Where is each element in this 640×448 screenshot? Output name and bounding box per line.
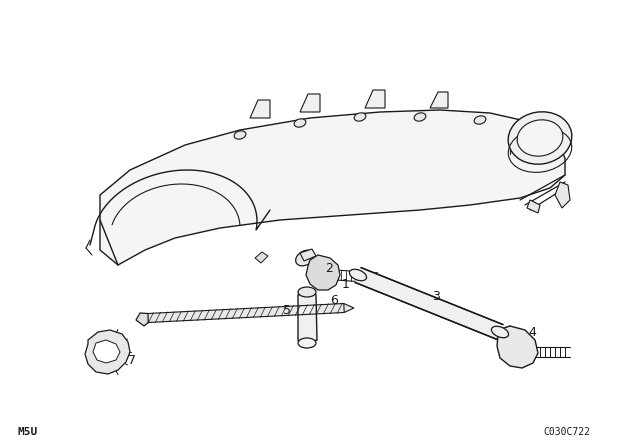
Ellipse shape bbox=[517, 120, 563, 156]
Text: 4: 4 bbox=[528, 327, 536, 340]
Ellipse shape bbox=[234, 131, 246, 139]
Polygon shape bbox=[355, 267, 503, 340]
Ellipse shape bbox=[492, 326, 509, 338]
Ellipse shape bbox=[294, 119, 306, 127]
Ellipse shape bbox=[298, 287, 316, 297]
Polygon shape bbox=[100, 110, 565, 265]
Polygon shape bbox=[148, 303, 344, 323]
Polygon shape bbox=[527, 200, 540, 213]
Polygon shape bbox=[555, 182, 570, 208]
Ellipse shape bbox=[349, 269, 367, 281]
Text: C030C722: C030C722 bbox=[543, 427, 590, 437]
Ellipse shape bbox=[414, 113, 426, 121]
Ellipse shape bbox=[298, 338, 316, 348]
Polygon shape bbox=[298, 290, 317, 345]
Polygon shape bbox=[300, 249, 316, 261]
Ellipse shape bbox=[474, 116, 486, 124]
Text: 3: 3 bbox=[432, 290, 440, 303]
Text: 1: 1 bbox=[342, 277, 350, 290]
Polygon shape bbox=[497, 326, 538, 368]
Polygon shape bbox=[344, 303, 354, 313]
Text: 2: 2 bbox=[325, 262, 333, 275]
Text: 6: 6 bbox=[330, 293, 338, 306]
Polygon shape bbox=[250, 100, 270, 118]
Text: 5: 5 bbox=[283, 303, 291, 316]
Polygon shape bbox=[255, 252, 268, 263]
Ellipse shape bbox=[296, 250, 314, 266]
Polygon shape bbox=[93, 340, 120, 363]
Polygon shape bbox=[365, 90, 385, 108]
Polygon shape bbox=[430, 92, 448, 108]
Text: 7: 7 bbox=[128, 353, 136, 366]
Ellipse shape bbox=[354, 113, 366, 121]
Text: M5U: M5U bbox=[18, 427, 38, 437]
Ellipse shape bbox=[508, 112, 572, 164]
Polygon shape bbox=[300, 94, 320, 112]
Polygon shape bbox=[136, 313, 148, 326]
Polygon shape bbox=[306, 255, 340, 290]
Polygon shape bbox=[85, 330, 130, 374]
